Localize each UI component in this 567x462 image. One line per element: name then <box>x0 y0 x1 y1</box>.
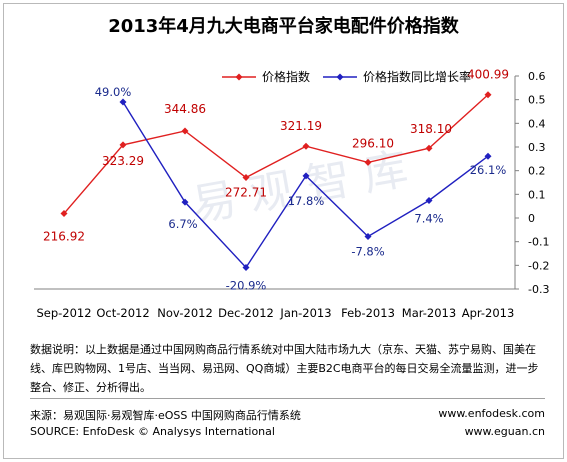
price-index-point <box>484 91 492 99</box>
divider <box>30 398 545 399</box>
price-index-data-label: 318.10 <box>410 122 452 136</box>
growth-rate-point <box>302 172 310 180</box>
growth-rate-point <box>119 98 127 106</box>
y2-tick-label: -0.1 <box>528 236 549 249</box>
price-index-data-label: 296.10 <box>352 136 394 150</box>
y2-tick-label: 0.5 <box>528 94 546 107</box>
y2-tick-label: 0.2 <box>528 165 546 178</box>
y2-tick-label: 0.6 <box>528 70 546 83</box>
y2-tick-label: -0.2 <box>528 259 549 272</box>
y2-tick-label: 0.4 <box>528 117 546 130</box>
price-index-point <box>364 158 372 166</box>
x-tick-label: Dec-2012 <box>218 306 274 320</box>
growth-rate-point <box>425 196 433 204</box>
growth-rate-data-label: 49.0% <box>95 85 132 99</box>
price-index-point <box>242 174 250 182</box>
y2-tick-label: 0.1 <box>528 188 546 201</box>
x-tick-label: Feb-2013 <box>341 306 395 320</box>
growth-rate-data-label: 7.4% <box>414 211 443 225</box>
growth-rate-point <box>484 152 492 160</box>
price-index-point <box>425 144 433 152</box>
url-eguan: www.eguan.cn <box>464 425 545 438</box>
price-index-data-label: 321.19 <box>280 119 322 133</box>
price-index-data-label: 344.86 <box>164 102 206 116</box>
url-enfodesk: www.enfodesk.com <box>438 407 545 420</box>
price-index-point <box>181 127 189 135</box>
x-tick-label: Oct-2012 <box>96 306 149 320</box>
legend-growth-rate-marker <box>336 73 344 81</box>
series-price-index-line <box>63 94 489 214</box>
x-tick-label: Jan-2013 <box>279 306 331 320</box>
source-en: SOURCE: EnfoDesk © Analysys Internationa… <box>30 425 275 438</box>
source-cn: 来源：易观国际·易观智库·eOSS 中国网购商品行情系统 <box>30 409 301 422</box>
x-tick-label: Nov-2012 <box>157 306 213 320</box>
growth-rate-point <box>364 232 372 240</box>
growth-rate-data-label: -20.9% <box>226 278 267 292</box>
legend-growth-rate-label: 价格指数同比增长率 <box>363 69 471 84</box>
x-tick-label: Sep-2012 <box>36 306 91 320</box>
growth-rate-data-label: -7.8% <box>351 244 384 258</box>
x-tick-label: Mar-2013 <box>402 306 456 320</box>
price-index-data-label: 400.99 <box>467 68 509 82</box>
growth-rate-point <box>181 198 189 206</box>
growth-rate-data-label: 17.8% <box>288 194 325 208</box>
legend-price-index-marker <box>235 73 243 81</box>
price-index-data-label: 323.29 <box>102 154 144 168</box>
x-tick-label: Apr-2013 <box>462 306 515 320</box>
price-index-point <box>119 141 127 149</box>
chart-frame <box>3 3 564 459</box>
line-chart: 0.6 0.5 0.4 0.3 0.2 0.1 0 -0.1 -0.2 -0.3 Sep-2012 O… <box>34 68 549 320</box>
price-index-point <box>302 142 310 150</box>
legend-price-index-label: 价格指数 <box>262 69 310 84</box>
price-index-data-label: 216.92 <box>43 230 85 244</box>
y2-tick-label: 0.3 <box>528 141 546 154</box>
price-index-data-label: 272.71 <box>225 186 267 200</box>
chart-title: 2013年4月九大电商平台家电配件价格指数 <box>108 16 459 37</box>
y2-tick-label: -0.3 <box>528 283 549 296</box>
price-index-point <box>60 210 68 218</box>
growth-rate-point <box>242 263 250 271</box>
y2-tick-label: 0 <box>528 212 535 225</box>
growth-rate-data-label: 26.1% <box>470 163 507 177</box>
data-note: 数据说明：以上数据是通过中国网购商品行情系统对中国大陆市场九大（京东、天猫、苏宁… <box>30 343 539 394</box>
growth-rate-data-label: 6.7% <box>168 217 197 231</box>
